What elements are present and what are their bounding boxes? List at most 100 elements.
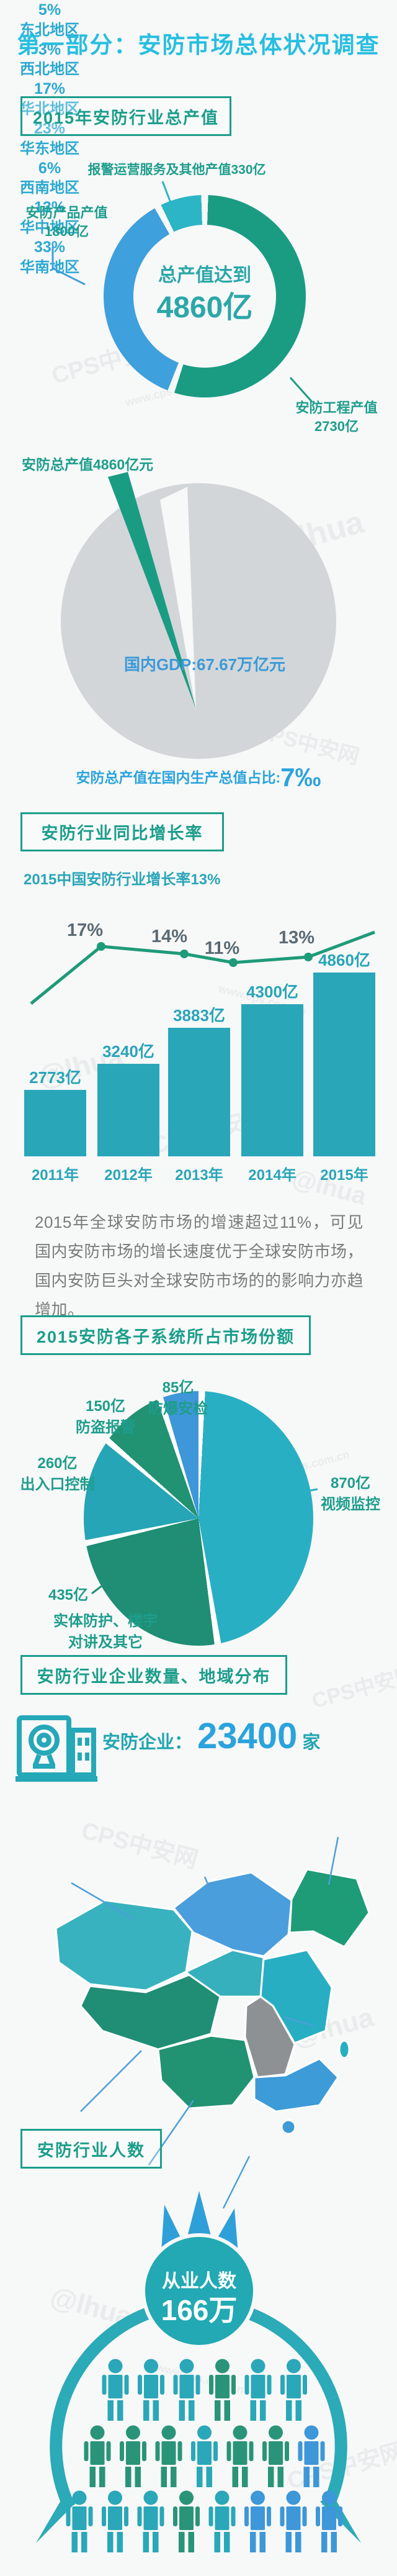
map-region-taiwan xyxy=(338,2039,350,2059)
map-label-name-华东地区: 华东地区 xyxy=(20,140,79,157)
map-region-tibet xyxy=(79,1974,221,2051)
map-label-华北地区: 17% 华北地区 xyxy=(0,79,99,119)
section-header-subsystems-label: 2015安防各子系统所占市场份额 xyxy=(36,1327,295,1346)
gdp-ratio-prefix: 安防总产值在国内生产总值占比: xyxy=(76,769,281,786)
map-label-东北地区: 5% 东北地区 xyxy=(0,0,99,40)
pie-label-physical-protection-value: 435亿 xyxy=(34,1585,102,1606)
section-header-total-output-label: 2015年安防行业总产值 xyxy=(32,108,220,127)
workforce-value: 166万 xyxy=(161,2294,238,2326)
map-region-southwest xyxy=(157,2034,256,2110)
growth-bar-2015年 xyxy=(313,973,375,1156)
subsystems-leader-lines xyxy=(89,1423,318,1595)
subsystems-pie-chart xyxy=(84,1391,313,1646)
map-label-name-东北地区: 东北地区 xyxy=(20,21,79,39)
donut-label-engineering-name: 安防工程产值 xyxy=(295,400,378,415)
person-icon-r3-3 xyxy=(137,2490,164,2552)
pie-label-physical-protection-line1: 实体防护、楼宇 xyxy=(53,1613,158,1630)
company-count-value: 23400 xyxy=(197,1716,298,1756)
pie-label-explosion-check-value: 85亿 xyxy=(162,1379,194,1396)
left-brace-arc xyxy=(50,2395,76,2510)
person-icon-r2-1 xyxy=(84,2425,111,2487)
section-header-subsystems: 2015安防各子系统所占市场份额 xyxy=(20,1315,311,1355)
left-brace-tip xyxy=(36,2495,77,2543)
person-icon-r2-4 xyxy=(191,2425,218,2487)
page-title: 第一部分：安防市场总体状况调查 xyxy=(17,32,380,58)
section-header-companies: 安防行业企业数量、地域分布 xyxy=(20,1655,287,1695)
map-label-pct-东北地区: 5% xyxy=(38,1,61,19)
gdp-ratio-line: 安防总产值在国内生产总值占比:7‰ xyxy=(0,763,397,792)
growth-pct-label-14%: 14% xyxy=(151,927,188,946)
growth-subtitle: 2015中国安防行业增长率13% xyxy=(24,871,221,888)
gdp-pie-chart xyxy=(61,472,336,759)
growth-year-label-2011年: 2011年 xyxy=(31,1167,79,1184)
company-count-prefix: 安防企业： xyxy=(102,1733,193,1753)
section-header-total-output: 2015年安防行业总产值 xyxy=(20,96,231,136)
section-header-growth-label: 安防行业同比增长率 xyxy=(41,824,203,843)
growth-line-chart xyxy=(30,930,375,1005)
person-icon-r3-2 xyxy=(102,2490,128,2552)
growth-pct-label-17%: 17% xyxy=(66,920,104,940)
workforce-label: 从业人数 xyxy=(162,2271,236,2292)
growth-bar-2013年 xyxy=(168,1028,230,1156)
section-header-growth: 安防行业同比增长率 xyxy=(20,812,224,851)
person-icon-r1-3 xyxy=(173,2359,200,2421)
pie-label-video-surveillance-name: 视频监控 xyxy=(321,1495,380,1513)
map-region-south xyxy=(253,2057,339,2113)
map-region-northeast xyxy=(288,1868,370,1948)
map-label-pct-华北地区: 17% xyxy=(33,80,66,98)
growth-line-path xyxy=(30,930,375,1005)
growth-bar-value-2013年: 3883亿 xyxy=(173,1006,225,1025)
map-label-pct-华南地区: 33% xyxy=(33,238,66,256)
growth-bar-2011年 xyxy=(24,1090,86,1156)
pie-label-physical-protection-amount: 435亿 xyxy=(48,1587,89,1603)
person-icon-r3-8 xyxy=(316,2490,342,2552)
person-icon-r2-7 xyxy=(298,2425,325,2487)
growth-year-label-2015年: 2015年 xyxy=(320,1167,368,1184)
china-region-map xyxy=(55,1836,370,2209)
watermark-site-9: CPS中安网 xyxy=(309,1662,397,1713)
donut-label-products-name: 安防产品产值 xyxy=(25,205,108,220)
map-label-name-华北地区: 华北地区 xyxy=(20,100,79,117)
section-header-companies-label: 安防行业企业数量、地域分布 xyxy=(37,1667,271,1686)
growth-bar-value-2014年: 4300亿 xyxy=(246,982,298,1001)
map-label-name-华中地区: 华中地区 xyxy=(20,219,79,236)
person-icon-r1-4 xyxy=(209,2359,236,2421)
person-icon-r2-2 xyxy=(120,2425,146,2487)
pie-label-explosion-check-name: 防爆安检 xyxy=(148,1400,208,1417)
map-label-name-西北地区: 西北地区 xyxy=(20,61,79,78)
map-label-华南地区: 33% 华南地区 xyxy=(0,237,99,277)
person-icon-r1-6 xyxy=(280,2359,307,2421)
map-label-华中地区: 13% 华中地区 xyxy=(0,197,99,237)
pie-label-video-surveillance-value: 870亿 xyxy=(330,1475,371,1492)
pie-label-explosion-check: 85亿 防爆安检 xyxy=(141,1377,215,1419)
map-region-north xyxy=(172,1871,293,1957)
person-icon-r2-6 xyxy=(262,2425,289,2487)
growth-year-label-2014年: 2014年 xyxy=(248,1167,297,1184)
map-label-name-西南地区: 西南地区 xyxy=(20,179,79,197)
donut-center-text: 总产值达到 xyxy=(158,265,251,286)
person-icon-r3-5 xyxy=(208,2490,236,2552)
growth-line-dots xyxy=(97,942,313,967)
pie-label-physical-protection-name: 实体防护、楼宇 对讲及其它 xyxy=(37,1611,174,1653)
map-label-西南地区: 6% 西南地区 xyxy=(0,158,99,198)
person-icon-r2-5 xyxy=(226,2425,254,2487)
donut-label-engineering: 安防工程产值 2730亿 xyxy=(282,399,391,435)
gdp-pie-gray-slice xyxy=(61,483,336,759)
gdp-pie-notch xyxy=(160,487,196,711)
growth-bar-value-2011年: 2773亿 xyxy=(29,1068,81,1087)
pie-label-access-control-value: 260亿 xyxy=(37,1455,78,1472)
company-count-unit: 家 xyxy=(302,1733,321,1753)
section-header-people-label: 安防行业人数 xyxy=(37,2141,145,2160)
donut-label-products-value: 1800亿 xyxy=(45,223,89,239)
pie-label-access-control-name: 出入口控制 xyxy=(20,1476,95,1493)
pie-label-burglar-alarm-value: 150亿 xyxy=(85,1398,126,1415)
company-count-stat: 安防企业： 23400 家 xyxy=(102,1715,320,1757)
camera-building-icon xyxy=(16,1715,97,1782)
pie-label-access-control: 260亿 出入口控制 xyxy=(12,1453,102,1495)
person-icon-r3-4 xyxy=(173,2490,200,2552)
donut-label-products: 安防产品产值 1800亿 xyxy=(16,204,118,240)
map-label-pct-华中地区: 13% xyxy=(33,199,66,217)
person-icon-r3-1 xyxy=(66,2490,93,2552)
pie-label-burglar-alarm-name: 防盗报警 xyxy=(76,1418,135,1436)
workforce-balloon xyxy=(141,2233,257,2349)
